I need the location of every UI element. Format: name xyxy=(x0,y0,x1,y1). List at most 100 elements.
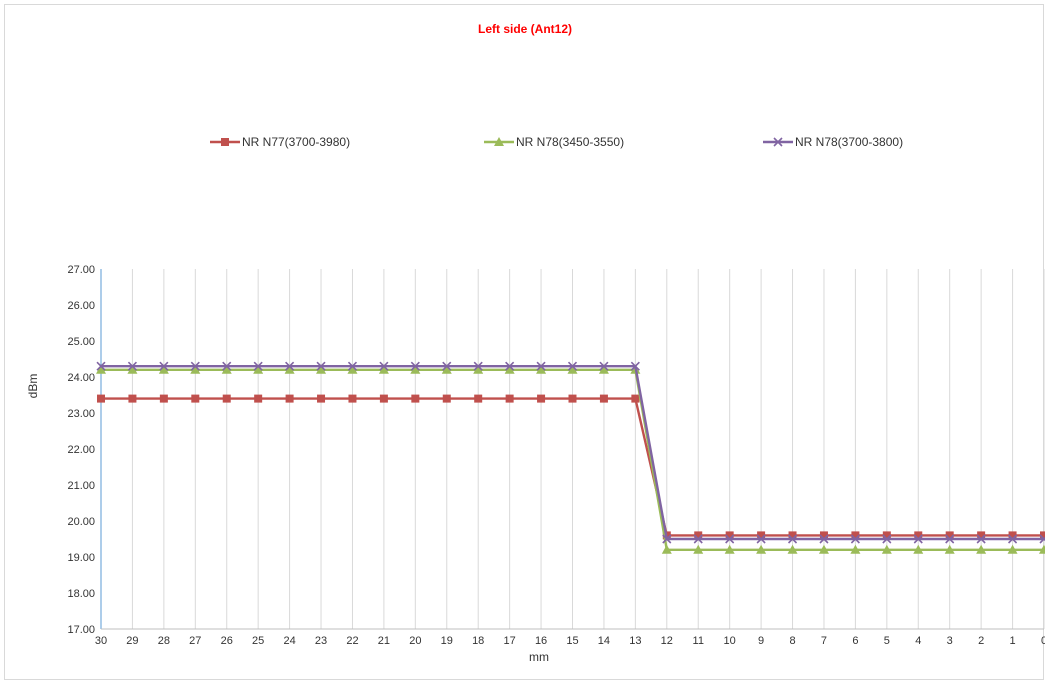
y-tick-label: 23.00 xyxy=(67,408,95,420)
data-point xyxy=(693,544,704,554)
data-point xyxy=(379,361,389,371)
data-point xyxy=(505,361,515,371)
data-point xyxy=(788,531,797,540)
data-point xyxy=(254,394,263,403)
data-point xyxy=(505,394,514,403)
data-point xyxy=(567,361,578,371)
x-tick-label: 9 xyxy=(758,635,764,647)
data-point xyxy=(442,361,452,371)
data-point xyxy=(159,394,168,403)
data-point xyxy=(662,534,672,544)
y-tick-label: 26.00 xyxy=(67,300,95,312)
data-point xyxy=(630,361,640,371)
chart-title: Left side (Ant12) xyxy=(478,22,572,36)
x-tick-label: 21 xyxy=(378,635,390,647)
data-point xyxy=(599,361,609,371)
data-point xyxy=(128,394,137,403)
x-tick-label: 2 xyxy=(978,635,984,647)
x-tick-label: 1 xyxy=(1010,635,1016,647)
x-tick-label: 20 xyxy=(409,635,421,647)
y-tick-label: 27.00 xyxy=(67,264,95,276)
data-point xyxy=(757,531,766,540)
line-chart: Left side (Ant12) NR N77(3700-3980) NR N7… xyxy=(26,22,1045,664)
x-tick-label: 30 xyxy=(95,635,107,647)
data-point xyxy=(945,534,955,544)
series-group xyxy=(96,361,1045,544)
data-point xyxy=(221,364,232,374)
legend-entry: NR N78(3700-3800) xyxy=(763,135,903,149)
x-tick-label: 7 xyxy=(821,635,827,647)
series-group xyxy=(97,394,1045,540)
data-point xyxy=(410,361,420,371)
x-tick-label: 10 xyxy=(724,635,736,647)
x-tick-labels: 30 29 28 27 26 25 24 23 22 21 20 19 18 17 16 15 14 13 12 11… xyxy=(95,635,1045,647)
data-point xyxy=(976,544,987,554)
data-point xyxy=(494,137,504,146)
data-point xyxy=(348,394,357,403)
y-tick-label: 21.00 xyxy=(67,480,95,492)
data-point xyxy=(850,544,861,554)
data-point xyxy=(1039,544,1045,554)
y-tick-label: 17.00 xyxy=(67,624,95,636)
data-point xyxy=(222,394,231,403)
data-point xyxy=(97,394,105,403)
x-tick-label: 3 xyxy=(947,635,953,647)
data-point xyxy=(882,531,891,540)
data-point xyxy=(537,394,546,403)
data-point xyxy=(410,364,421,374)
data-point xyxy=(1007,544,1018,554)
x-tick-label: 13 xyxy=(629,635,641,647)
data-point xyxy=(221,138,229,146)
legend-entry: NR N78(3450-3550) xyxy=(484,135,624,149)
data-point xyxy=(882,534,892,544)
legend-label: NR N77(3700-3980) xyxy=(242,135,350,149)
y-axis-title: dBm xyxy=(26,374,40,399)
data-point xyxy=(473,364,484,374)
x-tick-label: 16 xyxy=(535,635,547,647)
x-tick-label: 25 xyxy=(252,635,264,647)
y-tick-label: 24.00 xyxy=(67,372,95,384)
data-point xyxy=(442,394,451,403)
data-point xyxy=(913,544,924,554)
y-tick-label: 22.00 xyxy=(67,444,95,456)
data-point xyxy=(977,531,986,540)
data-point xyxy=(96,361,106,371)
x-tick-label: 17 xyxy=(504,635,516,647)
data-point xyxy=(976,534,986,544)
data-point xyxy=(191,394,200,403)
x-tick-label: 4 xyxy=(915,635,921,647)
data-point xyxy=(598,364,609,374)
data-point xyxy=(222,361,232,371)
data-point xyxy=(818,544,829,554)
data-point xyxy=(631,394,640,403)
y-tick-label: 25.00 xyxy=(67,336,95,348)
data-point xyxy=(96,364,106,374)
y-tick-labels: 17.00 18.00 19.00 20.00 21.00 22.00 23.00 24.00… xyxy=(67,264,95,636)
data-point xyxy=(1039,534,1045,544)
data-point xyxy=(285,394,294,403)
x-tick-label: 19 xyxy=(441,635,453,647)
data-point xyxy=(568,394,577,403)
data-point xyxy=(158,364,169,374)
x-tick-label: 27 xyxy=(189,635,201,647)
data-point xyxy=(725,531,734,540)
gridlines xyxy=(100,269,1045,629)
x-tick-label: 24 xyxy=(283,635,295,647)
data-point xyxy=(190,361,200,371)
legend: NR N77(3700-3980) NR N78(3450-3550) NR N78… xyxy=(210,135,903,149)
data-point xyxy=(725,534,735,544)
data-point xyxy=(317,394,326,403)
data-point xyxy=(536,364,547,374)
x-tick-label: 8 xyxy=(789,635,795,647)
data-point xyxy=(347,361,358,371)
data-point xyxy=(787,534,798,544)
legend-label: NR N78(3450-3550) xyxy=(516,135,624,149)
x-tick-label: 12 xyxy=(661,635,673,647)
data-point xyxy=(474,394,483,403)
x-tick-label: 15 xyxy=(566,635,578,647)
data-point xyxy=(127,361,137,371)
data-point xyxy=(850,534,860,544)
data-point xyxy=(1040,531,1045,540)
y-tick-label: 19.00 xyxy=(67,552,95,564)
data-point xyxy=(944,544,955,554)
